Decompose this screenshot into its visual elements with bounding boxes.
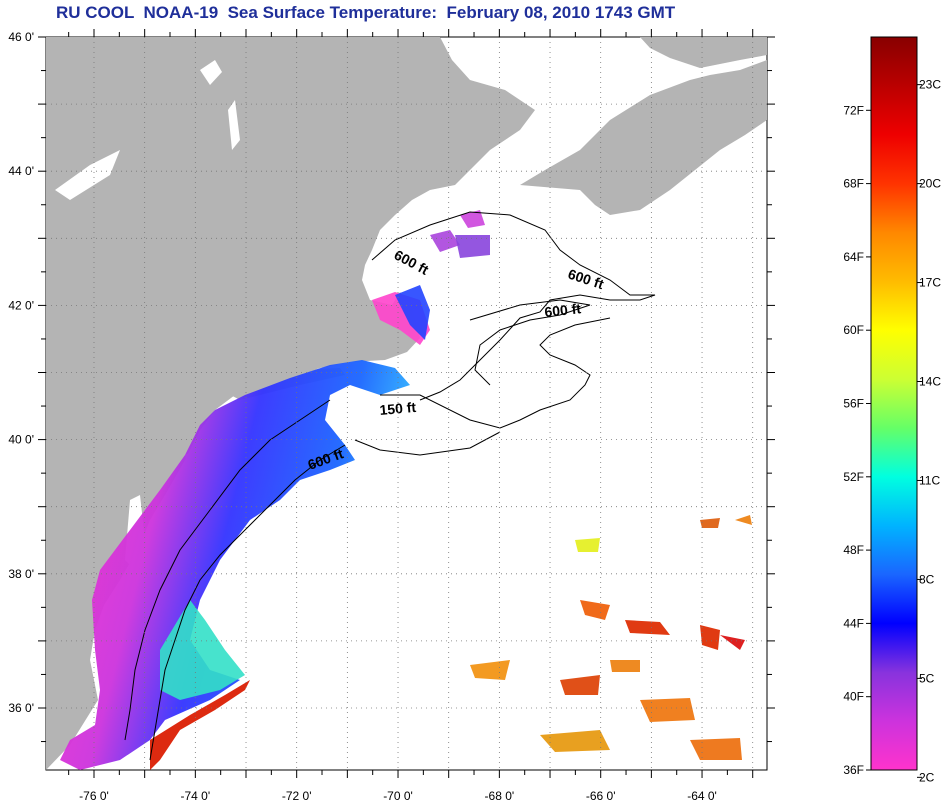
sst-gulf-of-maine-patch [455,235,490,258]
sst-cyan-plume [160,600,245,700]
map-axes: 46 0' 44 0' 42 0' 40 0' 38 0' 36 0' -76 0' -74 … [8,29,775,803]
sst-warm-patch [580,600,610,620]
lat-label: 38 0' [8,567,34,581]
sst-warm-patch [700,518,720,528]
colorbar-label-f: 44F [843,616,864,630]
sst-warm-patch [470,660,510,680]
colorbar-label-f: 72F [843,103,864,117]
contour-label: 150 ft [379,399,417,418]
lake [200,60,222,85]
lon-label: -72 0' [282,789,312,803]
sst-warm-patch [610,660,640,672]
lat-label: 36 0' [8,701,34,715]
colorbar-label-f: 52F [843,470,864,484]
lon-label: -66 0' [586,789,616,803]
lat-label: 40 0' [8,433,34,447]
sst-warm-patch [540,730,610,752]
colorbar-label-c: 2C [919,770,935,784]
colorbar-label-f: 64F [843,250,864,264]
land-cape-breton [640,37,767,68]
sst-warm-patch [560,675,600,695]
colorbar-label-f: 40F [843,690,864,704]
sst-warm-patch [720,635,745,650]
sst-gulf-of-maine-patch [430,230,460,252]
colorbar-label-f: 36F [843,763,864,777]
land-nova-scotia [520,60,767,215]
sst-warm-patch [640,698,695,722]
map-title: RU COOL NOAA-19 Sea Surface Temperature:… [56,3,676,22]
land-us-coast [46,37,535,770]
map-grid [46,37,767,770]
sst-warm-patch [625,620,670,635]
colorbar-label-c: 17C [919,276,941,290]
lon-label: -76 0' [79,789,109,803]
contour-label: 600 ft [544,300,582,320]
lake [55,150,120,200]
colorbar-ticks: 72F 68F 64F 60F 56F 52F 48F 44F 40F 36F 23C 20C 17C 1… [843,78,941,785]
sst-gulfstream-edge [150,680,250,770]
colorbar-label-c: 5C [919,671,935,685]
colorbar-label-f: 48F [843,543,864,557]
colorbar-label-c: 14C [919,375,941,389]
colorbar-label-f: 56F [843,397,864,411]
lat-label: 42 0' [8,298,34,312]
sst-yellow-patch [575,538,600,552]
sst-shelf-cold-water [60,360,410,770]
lon-label: -74 0' [181,789,211,803]
colorbar-label-c: 23C [919,78,941,92]
colorbar-label-c: 11C [919,473,940,487]
sst-warm-patch [700,625,720,650]
lon-label: -70 0' [383,789,413,803]
lat-label: 44 0' [8,164,34,178]
bathymetry-contour [124,399,331,741]
colorbar-label-f: 60F [843,323,864,337]
colorbar-gradient [870,36,918,771]
sst-gulf-of-maine-patch [460,210,485,228]
sst-cape-cod-patch [395,285,430,340]
bathymetry-contour [149,444,346,761]
lake [228,100,240,150]
colorbar-label-c: 8C [919,572,935,586]
sst-warm-patch [690,738,742,760]
lat-label: 46 0' [8,30,34,44]
bathymetry-contour [380,317,611,429]
lon-label: -68 0' [485,789,515,803]
bathymetry-contour [469,299,591,386]
bathymetry-contour [354,431,501,456]
colorbar-label-f: 68F [843,177,864,191]
sst-warm-patch [735,515,752,525]
bathymetry-contour [371,211,656,401]
lon-label: -64 0' [687,789,717,803]
colorbar-label-c: 20C [919,177,941,191]
